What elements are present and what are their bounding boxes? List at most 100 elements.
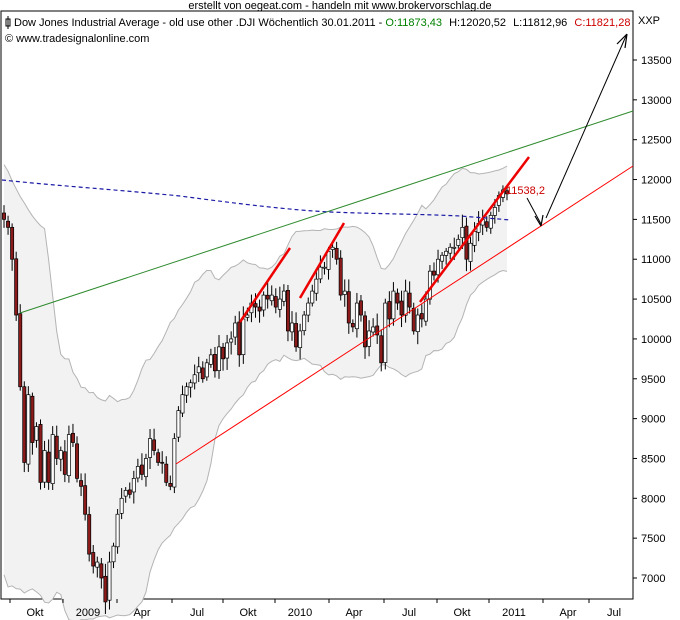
candle-body	[50, 434, 55, 484]
y-tick-label: 8500	[641, 453, 665, 465]
red-channel-line-2	[298, 222, 346, 299]
candle-body	[176, 410, 181, 438]
candle-body	[265, 294, 270, 300]
candle-body	[383, 302, 388, 363]
candle-body	[407, 292, 412, 308]
x-tick-label: Apr	[559, 607, 576, 619]
candle-body	[184, 386, 189, 396]
candle-body	[26, 394, 31, 465]
y-tick-label: 13000	[641, 95, 672, 107]
candle-body	[62, 451, 67, 475]
legend-prefix: Dow Jones Industrial Average - old use o…	[14, 17, 385, 29]
candle-body	[135, 466, 140, 479]
y-axis: 7000 7500 8000 8500 9000 9500 10000 10500 11000 1…	[633, 55, 672, 585]
candle-body	[42, 450, 47, 483]
candle-body	[188, 382, 193, 388]
high-value: H:12020,52	[449, 17, 506, 29]
candle-body	[103, 575, 108, 603]
candle-body	[440, 254, 445, 262]
candle-body	[436, 258, 440, 276]
y-tick-label: 8000	[641, 493, 665, 505]
candle-body	[156, 452, 161, 463]
candle-body	[419, 313, 424, 320]
candle-body	[472, 230, 477, 246]
bollinger-fill	[4, 164, 507, 620]
candle-body	[387, 301, 392, 320]
candle-body	[432, 270, 436, 276]
candle-body	[391, 290, 396, 320]
candle-body	[314, 278, 319, 294]
forecast-arrow-up	[545, 35, 627, 219]
candle-body	[269, 294, 274, 302]
candle-body	[83, 485, 88, 515]
overlays	[1, 33, 634, 465]
candle-body	[111, 545, 116, 563]
x-tick-label: Apr	[133, 607, 150, 619]
candle-body	[257, 306, 262, 312]
candle-body	[330, 246, 335, 250]
x-tick-label: Jul	[190, 607, 204, 619]
x-tick-label: 2010	[288, 607, 312, 619]
candle-body	[66, 434, 71, 477]
candle-body	[6, 220, 11, 228]
candle-body	[75, 443, 79, 479]
target-annotation: 11538,2	[506, 185, 545, 197]
candle-body	[294, 323, 299, 348]
y-tick-label: 13500	[641, 55, 672, 67]
red-support-trendline	[175, 165, 634, 465]
candle-body	[79, 480, 84, 487]
candle-body	[241, 318, 246, 355]
candle-body	[38, 424, 43, 483]
candle-body	[290, 322, 294, 333]
candle-body	[160, 461, 165, 464]
candle-body	[403, 290, 408, 316]
y-tick-label: 12500	[641, 135, 672, 147]
candle-body	[273, 296, 278, 308]
candle-body	[87, 514, 92, 555]
candle-body	[415, 314, 420, 333]
candle-body	[468, 242, 473, 262]
candle-body	[196, 366, 201, 374]
candle-body	[448, 246, 453, 254]
candle-body	[379, 335, 384, 364]
candle-body	[229, 338, 234, 343]
candle-body	[46, 451, 51, 483]
candle-body	[2, 212, 6, 220]
x-tick-label: 2011	[502, 607, 526, 619]
candle-body	[152, 439, 157, 451]
candle-body	[172, 438, 177, 488]
candle-body	[460, 227, 465, 239]
candle-body	[427, 270, 432, 300]
y-tick-label: 9500	[641, 374, 665, 386]
candle-body	[322, 266, 327, 269]
x-tick-label: Jul	[402, 607, 416, 619]
x-axis: Okt 2009 Apr Jul Okt 2010 Apr Jul Okt 2011 Apr Jul	[9, 599, 621, 619]
candle-body	[14, 258, 19, 316]
y-tick-label: 9000	[641, 414, 665, 426]
candle-body	[164, 463, 169, 483]
y-tick-label: 10500	[641, 294, 672, 306]
credit-line: erstellt von oegeat.com - handeln mit ww…	[188, 0, 491, 12]
candle-body	[107, 561, 112, 601]
candle-body	[318, 266, 323, 280]
legend: Dow Jones Industrial Average - old use o…	[5, 16, 630, 29]
candle-body	[123, 489, 128, 497]
candle-body	[306, 302, 311, 316]
candle-body	[221, 346, 225, 360]
copyright-line: © www.tradesignalonline.com	[5, 33, 149, 45]
candle-body	[233, 322, 238, 338]
x-tick-label: Okt	[26, 607, 43, 619]
y-tick-label: 11000	[641, 254, 671, 266]
candle-body	[444, 250, 449, 256]
candle-body	[91, 552, 96, 567]
x-tick-label: Apr	[345, 607, 362, 619]
candle-body	[168, 483, 173, 487]
candle-body	[310, 290, 315, 304]
candle-body	[119, 497, 124, 514]
candle-body	[334, 247, 339, 260]
candle-body	[22, 386, 27, 463]
candle-body	[225, 342, 230, 359]
legend-text: Dow Jones Industrial Average - old use o…	[14, 17, 630, 29]
candle-body	[139, 464, 144, 475]
